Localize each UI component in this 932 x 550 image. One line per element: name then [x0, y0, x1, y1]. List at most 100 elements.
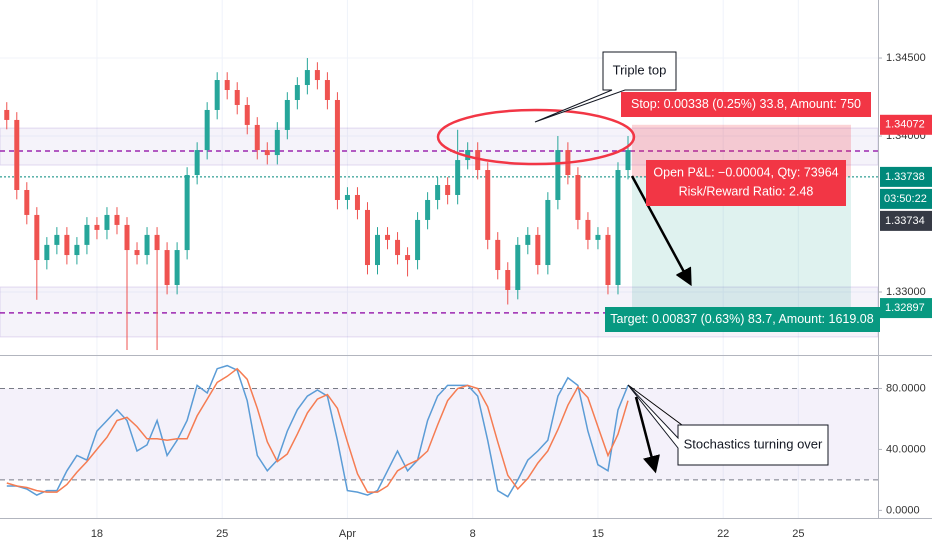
candle-body	[595, 234, 601, 240]
candle-body	[555, 150, 561, 200]
candle-body	[605, 234, 611, 285]
candle-body	[435, 185, 441, 200]
candle-body	[264, 150, 270, 156]
candle-body	[324, 80, 330, 100]
candle-body	[14, 119, 20, 190]
callout-bubble	[534, 51, 677, 123]
price-label: 1.33738	[885, 171, 925, 183]
candle-body	[445, 185, 451, 195]
price-label: 1.32897	[885, 302, 925, 314]
candle-body	[24, 189, 30, 215]
target-label: Target: 0.00837 (0.63%) 83.7, Amount: 16…	[610, 312, 873, 326]
candle-body	[234, 90, 240, 105]
stop-box	[621, 92, 871, 117]
candle-body	[385, 234, 391, 240]
y-tick-label: 1.34500	[886, 52, 926, 64]
candle-body	[304, 70, 310, 86]
candle-body	[94, 224, 100, 230]
candle-body	[475, 150, 481, 171]
candle-body	[154, 234, 160, 251]
candle-body	[114, 214, 120, 225]
candle-body	[314, 70, 320, 81]
target-box	[605, 307, 880, 332]
candle-body	[174, 250, 180, 285]
candle-body	[425, 199, 431, 220]
x-tick-label: 25	[216, 528, 228, 540]
candle-body	[495, 239, 501, 271]
candle-body	[545, 199, 551, 266]
candle-body	[64, 234, 70, 256]
candle-body	[274, 129, 280, 156]
candle-body	[34, 214, 40, 261]
candle-body	[525, 234, 531, 245]
candle-body	[74, 244, 80, 256]
candle-body	[184, 175, 190, 251]
x-tick-label: 18	[91, 528, 103, 540]
stoch-line	[6, 364, 629, 498]
candle-body	[4, 109, 10, 120]
candle-body	[585, 219, 591, 240]
plot-marks	[4, 58, 631, 498]
stoch-arrow	[634, 396, 660, 474]
candle-body	[405, 255, 411, 261]
x-tick-label: 22	[717, 528, 729, 540]
stoch-tick-label: 0.0000	[886, 504, 920, 516]
price-label-box	[880, 298, 932, 319]
candle-body	[395, 239, 401, 256]
callout-text: Stochastics turning over	[684, 436, 823, 451]
countdown-box	[880, 188, 932, 209]
callout-bubble	[627, 384, 829, 466]
candle-body	[485, 170, 491, 240]
candle-body	[535, 234, 541, 266]
stoch-pointer-line	[627, 384, 683, 426]
candle-body	[214, 80, 220, 110]
candle-body	[344, 194, 350, 200]
pnl-box	[646, 160, 846, 206]
rr-label: Risk/Reward Ratio: 2.48	[679, 184, 814, 198]
pnl-label: Open P&L: −0.00004, Qty: 73964	[653, 165, 838, 179]
candle-body	[505, 270, 511, 290]
price-label: 1.33734	[885, 215, 925, 227]
x-tick-label: 25	[792, 528, 804, 540]
price-label: 1.34072	[885, 119, 925, 131]
candle-body	[84, 224, 90, 245]
callout-text: Triple top	[613, 62, 667, 77]
candle-body	[104, 214, 110, 230]
candle-body	[364, 209, 370, 266]
candle-body	[455, 160, 461, 195]
candle-body	[465, 150, 471, 161]
stoch-tick-label: 40.0000	[886, 443, 926, 455]
price-label-box	[880, 114, 932, 135]
candle-body	[375, 234, 381, 266]
stop-label: Stop: 0.00338 (0.25%) 33.8, Amount: 750	[631, 97, 861, 111]
candle-body	[354, 194, 360, 210]
candle-body	[44, 244, 50, 261]
y-tick-label: 1.33000	[886, 286, 926, 298]
candle-body	[615, 170, 621, 285]
candle-body	[244, 104, 250, 125]
triple-top-ellipse	[436, 108, 636, 166]
candle-body	[334, 99, 340, 200]
stoch-tick-label: 80.0000	[886, 382, 926, 394]
candle-body	[415, 219, 421, 261]
candle-body	[194, 150, 200, 176]
x-tick-label: 15	[592, 528, 604, 540]
candle-body	[224, 80, 230, 91]
candle-body	[294, 85, 300, 100]
candle-body	[254, 124, 260, 151]
stoch-line	[6, 367, 629, 493]
candle-body	[204, 109, 210, 151]
candle-body	[124, 224, 130, 251]
candle-body	[134, 250, 140, 256]
x-tick-label: Apr	[339, 528, 356, 540]
candle-body	[625, 150, 631, 171]
candle-body	[515, 244, 521, 290]
candle-body	[54, 234, 60, 245]
countdown-label: 03:50:22	[884, 193, 927, 205]
candle-body	[284, 99, 290, 130]
candle-body	[144, 234, 150, 256]
candle-body	[164, 250, 170, 285]
price-label-box	[880, 210, 932, 231]
